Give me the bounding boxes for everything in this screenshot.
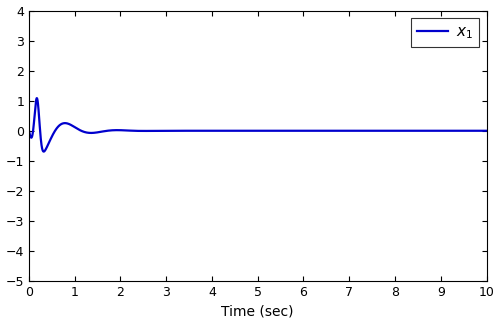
X-axis label: Time (sec): Time (sec)	[222, 305, 294, 318]
Legend: $x_1$: $x_1$	[412, 18, 479, 47]
